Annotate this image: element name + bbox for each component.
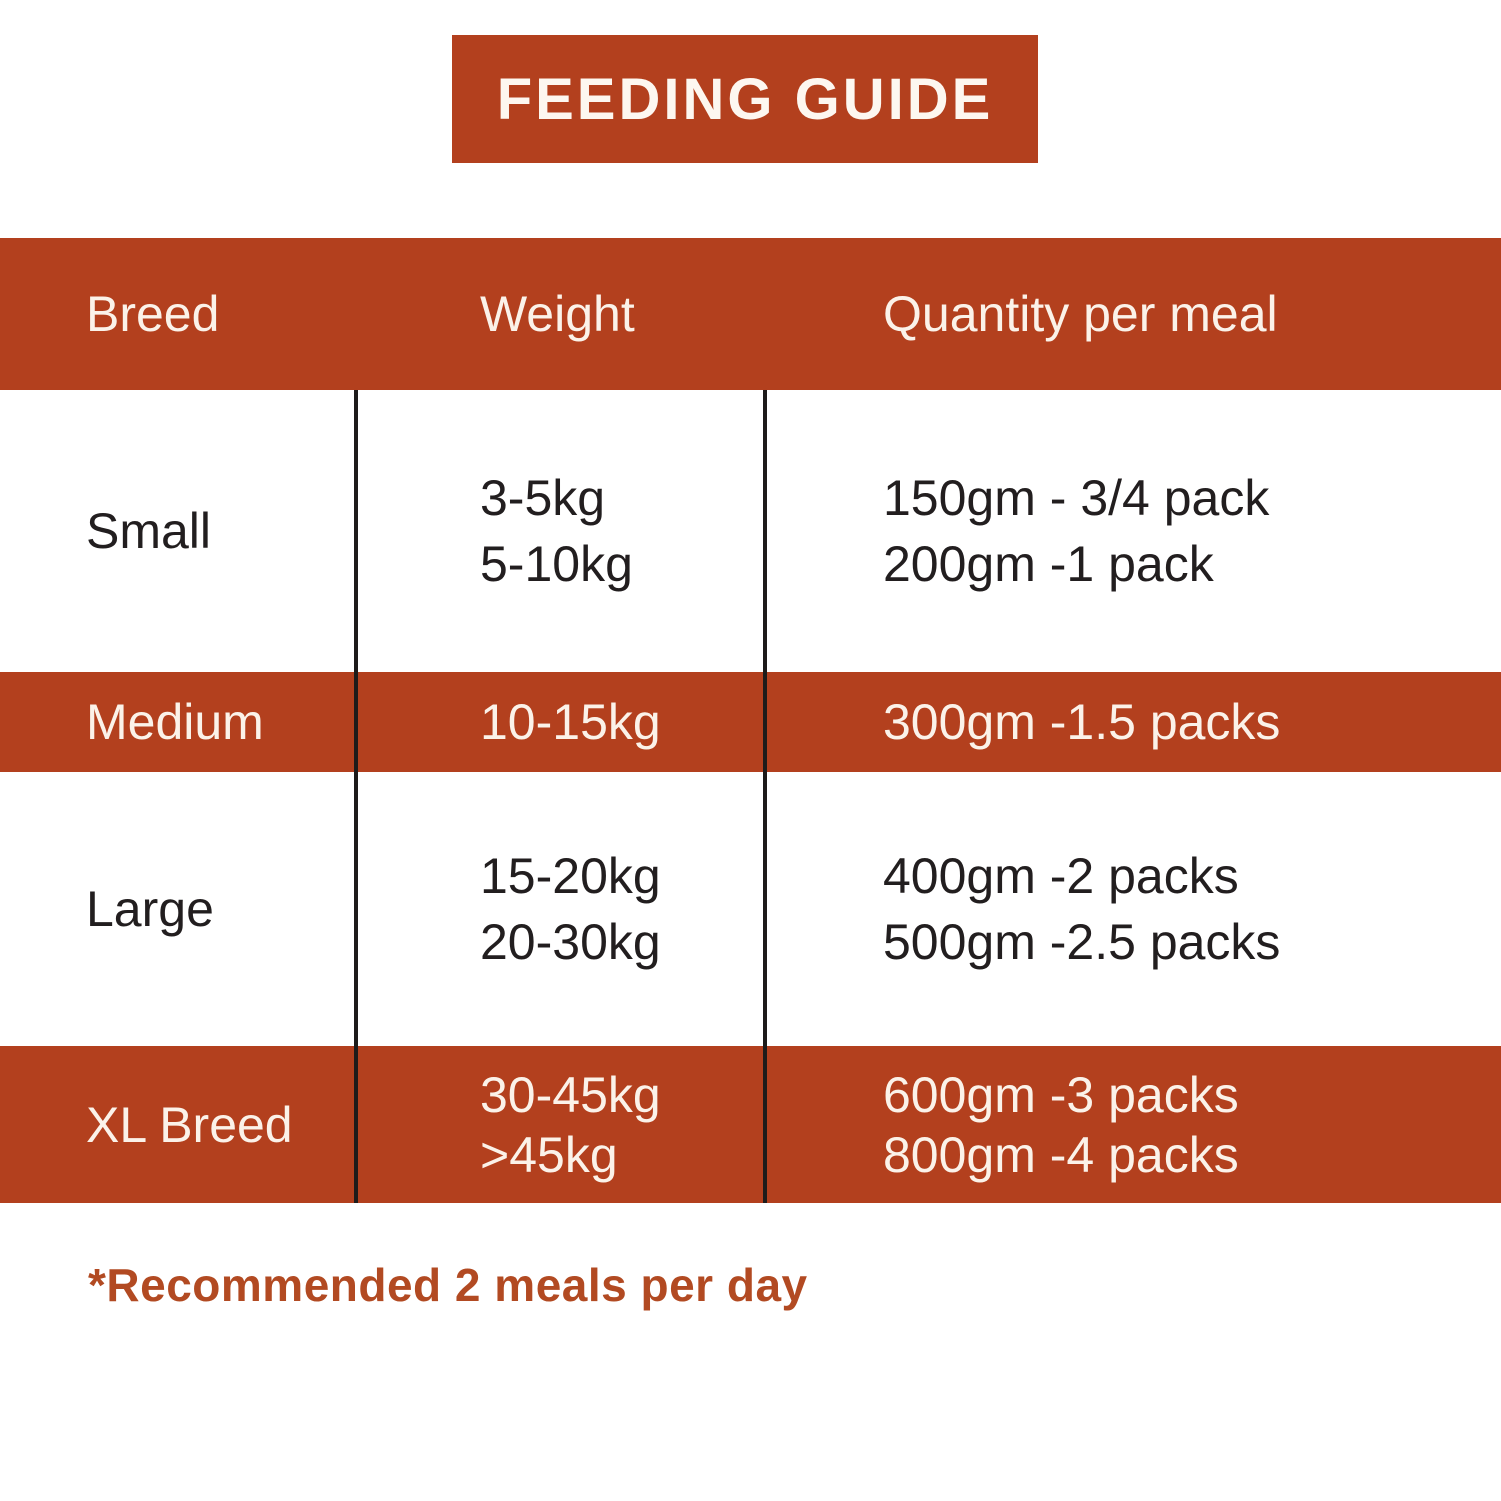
breed-cell: Large [0, 772, 354, 1046]
weight-cell: 10-15kg [354, 672, 763, 772]
table-header-row: Breed Weight Quantity per meal [0, 238, 1501, 390]
table-row-large: Large 15-20kg 20-30kg 400gm -2 packs 500… [0, 772, 1501, 1046]
quantity-value: 800gm -4 packs [883, 1126, 1239, 1183]
quantity-cell: 400gm -2 packs 500gm -2.5 packs [763, 772, 1501, 1046]
breed-label: Small [86, 503, 212, 559]
breed-label: Medium [86, 694, 264, 750]
quantity-value: 200gm -1 pack [883, 536, 1214, 592]
title-banner: FEEDING GUIDE [452, 35, 1038, 163]
table-row-xl-breed: XL Breed 30-45kg >45kg 600gm -3 packs 80… [0, 1046, 1501, 1203]
breed-cell: Small [0, 390, 354, 672]
weight-value: 30-45kg [480, 1066, 661, 1123]
quantity-cell: 600gm -3 packs 800gm -4 packs [763, 1046, 1501, 1203]
quantity-cell: 150gm - 3/4 pack 200gm -1 pack [763, 390, 1501, 672]
footnote: *Recommended 2 meals per day [88, 1259, 808, 1311]
weight-value: 20-30kg [480, 914, 661, 970]
column-header-quantity: Quantity per meal [883, 286, 1278, 342]
page-title: FEEDING GUIDE [496, 66, 994, 132]
weight-value: 10-15kg [480, 694, 661, 750]
feeding-table: Breed Weight Quantity per meal Small 3-5… [0, 238, 1501, 1203]
breed-cell: Medium [0, 672, 354, 772]
weight-value: 3-5kg [480, 470, 606, 526]
weight-cell: 15-20kg 20-30kg [354, 772, 763, 1046]
quantity-value: 300gm -1.5 packs [883, 694, 1281, 750]
table-row-medium: Medium 10-15kg 300gm -1.5 packs [0, 672, 1501, 772]
quantity-value: 150gm - 3/4 pack [883, 470, 1270, 526]
quantity-value: 400gm -2 packs [883, 848, 1239, 904]
quantity-value: 600gm -3 packs [883, 1066, 1239, 1123]
weight-value: >45kg [480, 1126, 618, 1183]
column-header-breed: Breed [86, 286, 220, 342]
weight-value: 5-10kg [480, 536, 633, 592]
quantity-value: 500gm -2.5 packs [883, 914, 1281, 970]
table-row-small: Small 3-5kg 5-10kg 150gm - 3/4 pack 200g… [0, 390, 1501, 672]
breed-label: Large [86, 881, 214, 937]
column-header-weight: Weight [480, 286, 635, 342]
breed-label: XL Breed [86, 1096, 293, 1153]
weight-cell: 3-5kg 5-10kg [354, 390, 763, 672]
weight-value: 15-20kg [480, 848, 661, 904]
weight-cell: 30-45kg >45kg [354, 1046, 763, 1203]
quantity-cell: 300gm -1.5 packs [763, 672, 1501, 772]
breed-cell: XL Breed [0, 1046, 354, 1203]
